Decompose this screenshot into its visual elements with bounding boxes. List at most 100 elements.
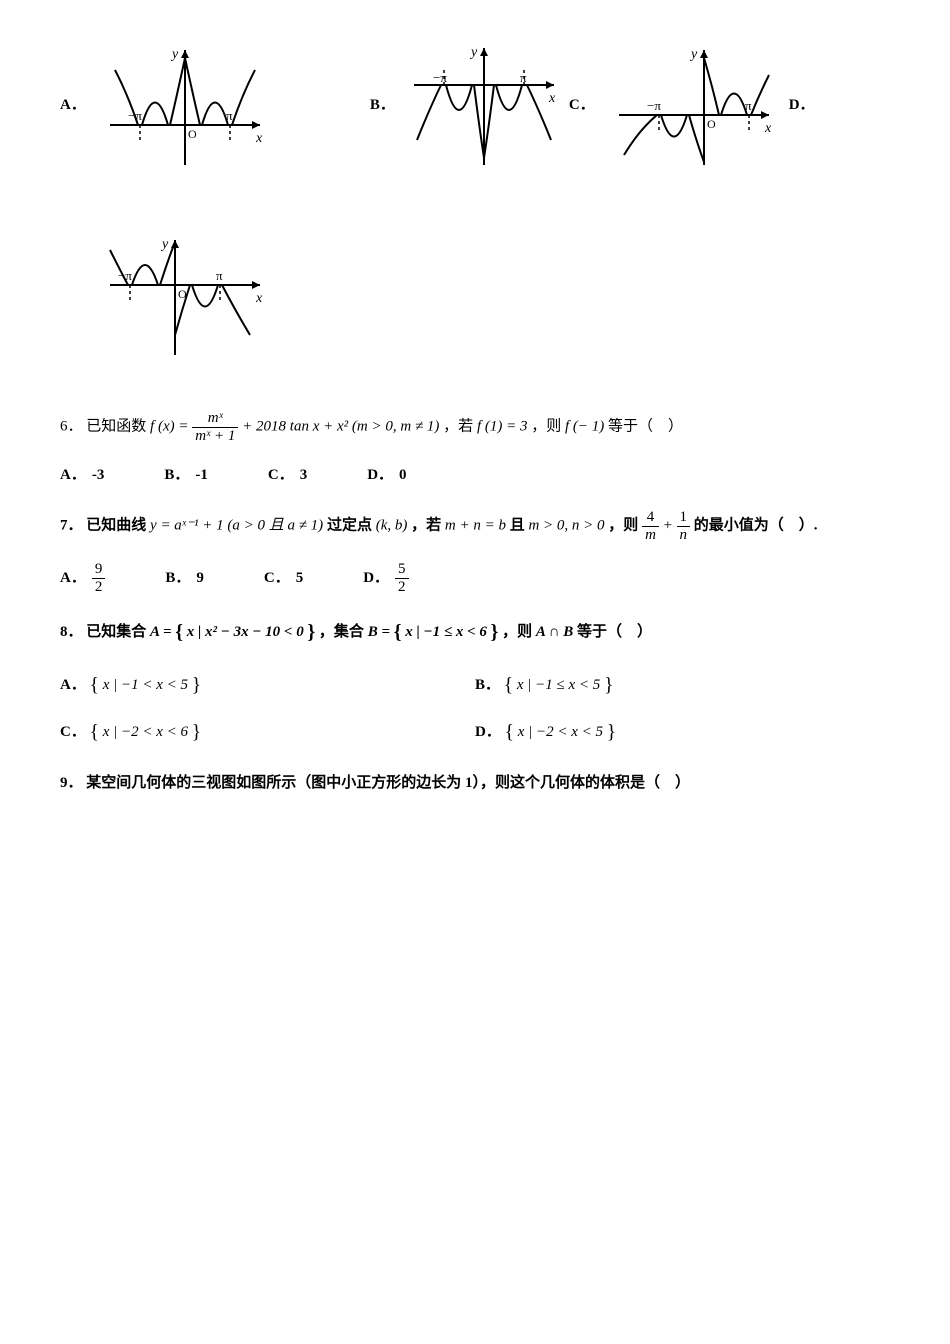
q9-text: 某空间几何体的三视图如图所示（图中小正方形的边长为 1），则这个几何体的体积是（… <box>86 775 690 791</box>
svg-text:−π: −π <box>433 70 447 85</box>
q6-opt-a-label: A． <box>60 462 86 489</box>
q8-inter: A ∩ B <box>536 624 573 640</box>
q7-opt-d-label: D． <box>363 565 389 592</box>
q7-opt-d-frac: 5 2 <box>395 561 409 595</box>
q8-setB-body: x | −1 ≤ x < 6 <box>405 624 487 640</box>
svg-text:O: O <box>188 127 197 141</box>
svg-text:x: x <box>764 121 772 136</box>
q7-tail: 的最小值为（ ）. <box>694 517 818 533</box>
q6-sep2: ，则 <box>531 418 561 434</box>
lbrace-icon: { <box>175 622 183 643</box>
q7-opt-a-frac: 9 2 <box>92 561 106 595</box>
q6-opt-a-text: -3 <box>92 462 105 489</box>
q6-frac-num: mˣ <box>192 410 238 428</box>
q8-opt-a-label: A． <box>60 677 86 693</box>
q7-opt-d-num: 5 <box>395 561 409 579</box>
q6-opt-b: B．-1 <box>164 462 208 489</box>
q8-num: 8． <box>60 624 83 640</box>
q8-tail: 等于（ ） <box>577 624 652 640</box>
q7-cond1: m + n = b <box>445 517 506 533</box>
q8-setB-pre: B = <box>368 624 390 640</box>
graph-d-svg: y x O −π π <box>100 230 270 360</box>
q6-mid: + 2018 tan x + x² <box>242 418 348 434</box>
q8-prefix: 已知集合 <box>86 624 146 640</box>
q6-opt-c-label: C． <box>268 462 294 489</box>
q7-and: 且 <box>510 517 525 533</box>
q7-frac1-den: m <box>642 527 659 544</box>
svg-text:x: x <box>255 131 263 146</box>
q8-opt-d-body: x | −2 < x < 5 <box>518 724 603 740</box>
lbrace-icon-a: { <box>90 675 99 696</box>
q7-prefix: 已知曲线 <box>86 517 146 533</box>
q8-opt-d-label: D． <box>475 724 501 740</box>
option-d-label: D． <box>789 92 815 119</box>
q7-opt-d-den: 2 <box>395 579 409 596</box>
graph-b: y x −π π <box>409 40 559 170</box>
q7-opt-b-label: B． <box>165 565 190 592</box>
svg-text:y: y <box>689 47 698 62</box>
svg-text:y: y <box>160 237 169 252</box>
q7-opt-b: B．9 <box>165 561 204 595</box>
svg-text:−π: −π <box>647 98 661 113</box>
rbrace-icon-d: } <box>607 722 616 743</box>
svg-text:π: π <box>216 268 223 283</box>
q8-options: A． { x | −1 < x < 5 } B． { x | −1 ≤ x < … <box>60 668 890 750</box>
rbrace-icon-b: } <box>604 675 613 696</box>
q8-opt-b-body: x | −1 ≤ x < 5 <box>517 677 600 693</box>
option-b-label: B． <box>370 92 395 119</box>
q8-tail-pre: ，则 <box>502 624 532 640</box>
q7-options: A． 9 2 B．9 C．5 D． 5 2 <box>60 561 890 595</box>
q7-opt-a-den: 2 <box>92 579 106 596</box>
q7-mid1: 过定点 <box>327 517 372 533</box>
q7-point: (k, b) <box>376 517 408 533</box>
q6-options: A．-3 B．-1 C．3 D．0 <box>60 462 890 489</box>
rbrace-icon: } <box>307 622 315 643</box>
q7-frac2-num: 1 <box>677 509 691 527</box>
svg-text:π: π <box>520 70 527 85</box>
q6-prefix: 已知函数 <box>86 418 146 434</box>
q6-opt-b-label: B． <box>164 462 189 489</box>
q8-mid: ，集合 <box>319 624 364 640</box>
q7-opt-d: D． 5 2 <box>363 561 408 595</box>
q7-opt-a: A． 9 2 <box>60 561 105 595</box>
graph-a: y x O −π π <box>100 40 270 170</box>
q6-num: 6． <box>60 418 83 434</box>
q6-opt-d: D．0 <box>367 462 406 489</box>
q6-opt-d-label: D． <box>367 462 393 489</box>
question-8: 8． 已知集合 A = { x | x² − 3x − 10 < 0 } ，集合… <box>60 615 890 650</box>
q7-curve: y = aˣ⁻¹ + 1 (a > 0 且 a ≠ 1) <box>150 517 323 533</box>
svg-text:y: y <box>469 45 478 60</box>
q9-num: 9． <box>60 775 83 791</box>
q7-opt-a-label: A． <box>60 565 86 592</box>
rbrace-icon-a: } <box>192 675 201 696</box>
q7-frac2: 1 n <box>677 509 691 543</box>
lbrace-icon-c: { <box>90 722 99 743</box>
q8-opt-c-body: x | −2 < x < 6 <box>103 724 188 740</box>
q7-frac2-den: n <box>677 527 691 544</box>
q7-frac1-num: 4 <box>642 509 659 527</box>
q6-tail: 等于（ ） <box>608 418 683 434</box>
rbrace-icon-2: } <box>491 622 499 643</box>
q7-num: 7． <box>60 517 83 533</box>
q7-sep: ，若 <box>411 517 441 533</box>
question-6: 6． 已知函数 f (x) = mˣ mˣ + 1 + 2018 tan x +… <box>60 410 890 444</box>
q6-opt-c: C．3 <box>268 462 307 489</box>
rbrace-icon-c: } <box>192 722 201 743</box>
q8-opt-a-body: x | −1 < x < 5 <box>103 677 188 693</box>
q7-sep2: ，则 <box>608 517 638 533</box>
option-c-label: C． <box>569 92 595 119</box>
q7-opt-c: C．5 <box>264 561 303 595</box>
q8-opt-d: D． { x | −2 < x < 5 } <box>475 715 890 750</box>
lbrace-icon-d: { <box>505 722 514 743</box>
q6-sep: ，若 <box>443 418 473 434</box>
svg-text:O: O <box>707 117 716 131</box>
q8-opt-b-label: B． <box>475 677 500 693</box>
lbrace-icon-2: { <box>394 622 402 643</box>
q8-setA-pre: A = <box>150 624 171 640</box>
q7-cond2: m > 0, n > 0 <box>528 517 604 533</box>
question-9: 9． 某空间几何体的三视图如图所示（图中小正方形的边长为 1），则这个几何体的体… <box>60 770 890 797</box>
graph-options-row: A． y x O −π π B． y x −π π <box>60 40 890 170</box>
q6-opt-a: A．-3 <box>60 462 104 489</box>
q6-frac-den: mˣ + 1 <box>192 428 238 445</box>
q7-frac1: 4 m <box>642 509 659 543</box>
